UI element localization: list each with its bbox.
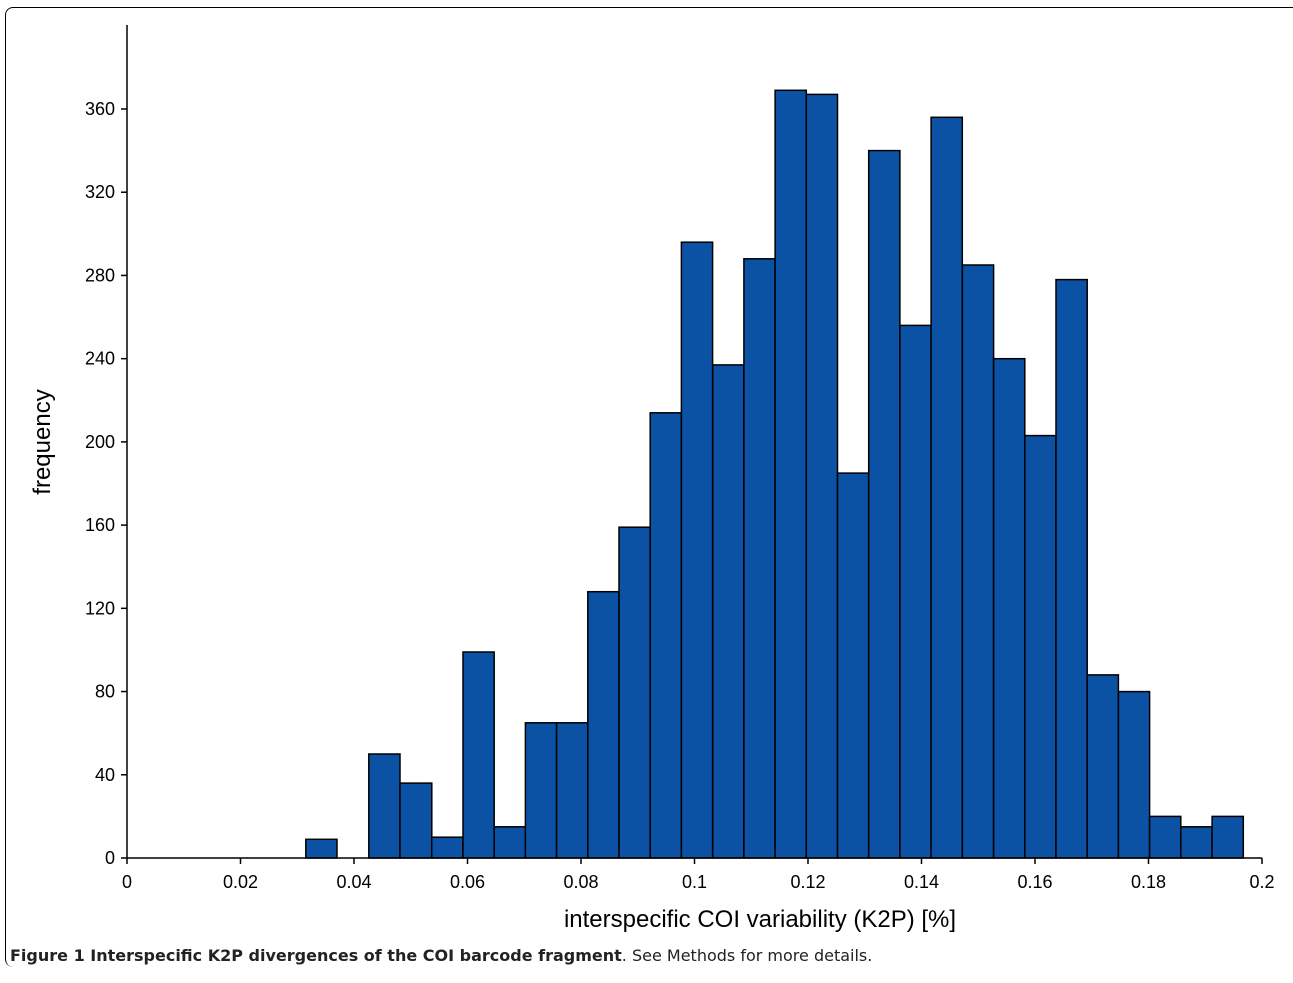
histogram-bar-28 <box>1211 815 1245 859</box>
x-tick-label: 0.1 <box>682 872 707 892</box>
x-tick-label: 0.04 <box>336 872 371 892</box>
histogram-bar-0 <box>305 838 338 859</box>
y-tick-label: 120 <box>85 598 115 618</box>
y-tick-label: 240 <box>85 349 115 369</box>
y-tick-label: 0 <box>105 848 115 868</box>
histogram-bar-20 <box>961 264 995 859</box>
histogram-chart: 0 0.02 0.04 0.06 0.08 0.1 0.12 0.14 0.16 0.18 0.2 0… <box>29 25 1275 933</box>
y-tick-label: 200 <box>85 432 115 452</box>
histogram-bar-8 <box>587 590 620 859</box>
histogram-bar-21 <box>992 357 1026 859</box>
histogram-bar-4 <box>462 651 495 859</box>
histogram-bar-13 <box>743 258 776 859</box>
histogram-bar-6 <box>524 722 558 859</box>
y-tick-label: 40 <box>95 765 115 785</box>
x-tick-label: 0.14 <box>904 872 939 892</box>
histogram-bar-26 <box>1148 815 1182 859</box>
x-tick-label: 0 <box>122 872 132 892</box>
histogram-bar-23 <box>1055 278 1088 859</box>
x-tick-label: 0.06 <box>450 872 485 892</box>
histogram-bar-11 <box>680 241 714 859</box>
histogram-bar-12 <box>711 364 745 859</box>
histogram-bar-3 <box>430 836 464 859</box>
histogram-bar-19 <box>930 116 964 859</box>
bars-group <box>305 89 1245 859</box>
x-axis-label: interspecific COI variability (K2P) [%] <box>564 906 956 933</box>
histogram-bar-27 <box>1180 826 1213 859</box>
x-tick-label: 0.2 <box>1249 872 1274 892</box>
y-axis-label: frequency <box>29 389 56 494</box>
axes-group: 0 0.02 0.04 0.06 0.08 0.1 0.12 0.14 0.16 0.18 0.2 0… <box>85 25 1275 892</box>
histogram-bar-25 <box>1117 690 1151 859</box>
histogram-bar-7 <box>555 722 589 859</box>
figure-frame <box>5 7 1293 967</box>
figure-caption: Figure 1 Interspecific K2P divergences o… <box>10 946 872 965</box>
y-tick-label: 280 <box>85 265 115 285</box>
y-tick-label: 360 <box>85 99 115 119</box>
caption-rest: . See Methods for more details. <box>621 946 873 965</box>
histogram-bar-14 <box>774 89 808 859</box>
x-tick-label: 0.02 <box>223 872 258 892</box>
y-tick-label: 160 <box>85 515 115 535</box>
histogram-bar-2 <box>399 782 433 859</box>
caption-bold: Figure 1 Interspecific K2P divergences o… <box>10 946 622 965</box>
x-tick-label: 0.08 <box>563 872 598 892</box>
x-tick-label: 0.12 <box>790 872 825 892</box>
histogram-bar-15 <box>805 93 839 859</box>
x-tick-label: 0.18 <box>1131 872 1166 892</box>
histogram-bar-17 <box>867 149 901 859</box>
histogram-bar-24 <box>1086 674 1120 859</box>
histogram-bar-18 <box>899 324 932 859</box>
histogram-bar-1 <box>368 753 401 859</box>
histogram-bar-5 <box>493 826 527 859</box>
x-tick-label: 0.16 <box>1017 872 1052 892</box>
histogram-bar-22 <box>1024 434 1057 859</box>
y-tick-label: 80 <box>95 682 115 702</box>
histogram-bar-9 <box>618 526 651 859</box>
histogram-bar-16 <box>836 472 870 859</box>
histogram-bar-10 <box>649 412 683 859</box>
y-tick-label: 320 <box>85 182 115 202</box>
